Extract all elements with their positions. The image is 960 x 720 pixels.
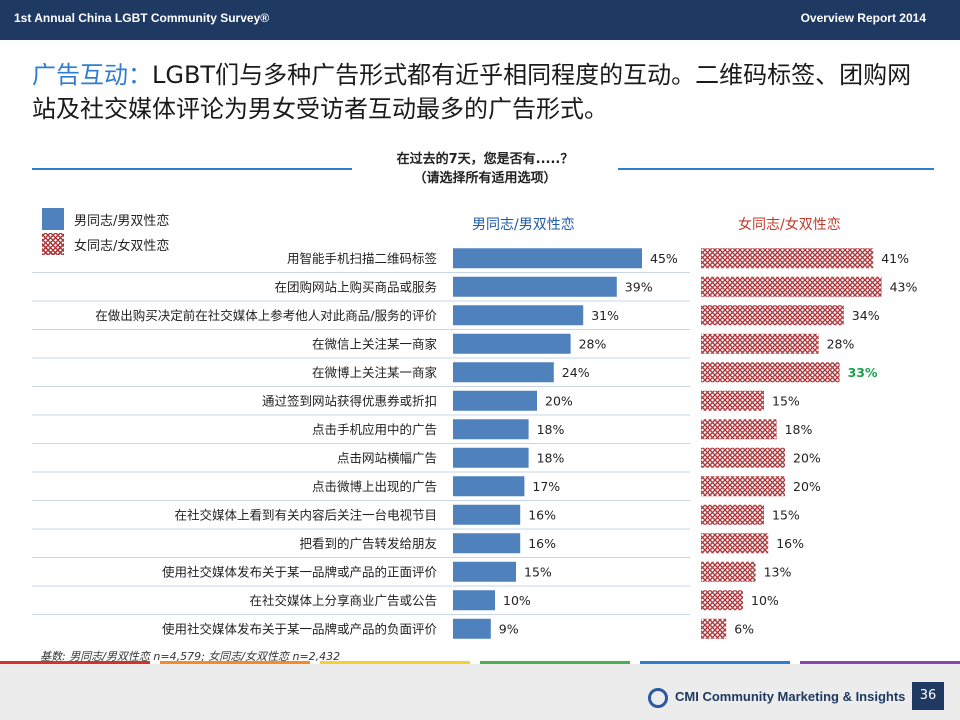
footer-stripe bbox=[480, 661, 630, 664]
category-label: 在微博上关注某一商家 bbox=[312, 365, 438, 380]
bar-male bbox=[453, 390, 537, 411]
cmi-logo-text: CMI Community Marketing & Insights bbox=[675, 689, 906, 704]
legend-swatch-female bbox=[42, 233, 64, 255]
data-label-male: 16% bbox=[528, 507, 556, 522]
data-label-male: 16% bbox=[528, 536, 556, 551]
category-label: 点击网站横幅广告 bbox=[337, 450, 437, 465]
survey-question-line2: （请选择所有适用选项） bbox=[413, 171, 557, 186]
data-label-female: 20% bbox=[793, 479, 821, 494]
data-label-female: 15% bbox=[772, 507, 800, 522]
category-label: 用智能手机扫描二维码标签 bbox=[287, 251, 438, 266]
page-number: 36 bbox=[912, 682, 944, 710]
page-title-text: LGBT们与多种广告形式都有近乎相同程度的互动。二维码标签、团购网站及社交媒体评… bbox=[32, 61, 912, 123]
data-label-male: 9% bbox=[499, 621, 519, 636]
data-label-female: 34% bbox=[852, 308, 880, 323]
category-label: 在团购网站上购买商品或服务 bbox=[274, 279, 437, 294]
category-label: 点击微博上出现的广告 bbox=[312, 479, 437, 494]
data-label-female: 16% bbox=[776, 536, 804, 551]
data-label-male: 17% bbox=[532, 479, 560, 494]
data-label-female: 43% bbox=[890, 279, 918, 294]
category-label: 把看到的广告转发给朋友 bbox=[299, 536, 437, 551]
bar-female bbox=[701, 333, 819, 354]
column-header-male: 男同志/男双性恋 bbox=[472, 217, 575, 233]
bar-male bbox=[453, 476, 525, 497]
bar-female bbox=[701, 590, 743, 611]
data-label-male: 31% bbox=[591, 308, 619, 323]
category-label: 在做出购买决定前在社交媒体上参考他人对此商品/服务的评价 bbox=[95, 308, 437, 323]
bar-male bbox=[453, 618, 491, 639]
category-label: 在微信上关注某一商家 bbox=[312, 336, 438, 351]
data-label-male: 45% bbox=[650, 251, 678, 266]
bar-female bbox=[701, 248, 874, 269]
question-divider-right bbox=[618, 168, 934, 170]
data-label-male: 18% bbox=[537, 422, 565, 437]
bar-female bbox=[701, 419, 777, 440]
page-title-highlight: 广告互动： bbox=[32, 61, 152, 89]
data-label-female: 13% bbox=[764, 564, 792, 579]
data-label-female: 10% bbox=[751, 593, 779, 608]
bar-male bbox=[453, 533, 521, 554]
bar-female bbox=[701, 618, 727, 639]
category-label: 在社交媒体上分享商业广告或公告 bbox=[249, 593, 437, 608]
data-label-male: 28% bbox=[579, 336, 607, 351]
category-label: 在社交媒体上看到有关内容后关注一台电视节目 bbox=[174, 507, 437, 522]
legend-swatch-male bbox=[42, 208, 64, 230]
category-label: 使用社交媒体发布关于某一品牌或产品的正面评价 bbox=[162, 564, 438, 579]
footer-stripe bbox=[640, 661, 790, 664]
survey-question: 在过去的7天，您是否有.....？ （请选择所有适用选项） bbox=[360, 150, 610, 188]
survey-question-line1: 在过去的7天，您是否有.....？ bbox=[396, 152, 574, 167]
legend-label-female: 女同志/女双性恋 bbox=[74, 239, 170, 254]
footer-stripe bbox=[800, 661, 960, 664]
data-label-female: 41% bbox=[881, 251, 909, 266]
question-divider-left bbox=[32, 168, 352, 170]
data-label-male: 20% bbox=[545, 393, 573, 408]
bar-male bbox=[453, 305, 584, 326]
legend-label-male: 男同志/男双性恋 bbox=[74, 214, 170, 229]
bar-male bbox=[453, 362, 554, 383]
data-label-female: 18% bbox=[785, 422, 813, 437]
bar-female bbox=[701, 390, 764, 411]
bar-female bbox=[701, 504, 764, 525]
data-label-male: 39% bbox=[625, 279, 653, 294]
bar-female bbox=[701, 447, 785, 468]
data-label-female: 33% bbox=[848, 365, 878, 380]
bar-male bbox=[453, 248, 642, 269]
data-label-male: 10% bbox=[503, 593, 531, 608]
base-note: 基数: 男同志/男双性恋 n=4,579; 女同志/女双性恋 n=2,432 bbox=[40, 650, 341, 663]
bar-female bbox=[701, 276, 882, 297]
data-label-male: 15% bbox=[524, 564, 552, 579]
footer-stripe bbox=[320, 661, 470, 664]
data-label-female: 15% bbox=[772, 393, 800, 408]
data-label-male: 24% bbox=[562, 365, 590, 380]
report-series-title: 1st Annual China LGBT Community Survey® bbox=[14, 11, 270, 25]
footer-stripe bbox=[0, 661, 150, 664]
data-label-female: 28% bbox=[827, 336, 855, 351]
category-label: 通过签到网站获得优惠券或折扣 bbox=[262, 393, 437, 408]
bar-male bbox=[453, 333, 571, 354]
report-edition-title: Overview Report 2014 bbox=[800, 11, 926, 25]
column-header-female: 女同志/女双性恋 bbox=[738, 217, 841, 233]
top-bar: 1st Annual China LGBT Community Survey® … bbox=[0, 0, 960, 40]
category-label: 使用社交媒体发布关于某一品牌或产品的负面评价 bbox=[162, 621, 438, 636]
bar-female bbox=[701, 476, 785, 497]
bar-male bbox=[453, 504, 521, 525]
bar-female bbox=[701, 305, 844, 326]
bar-male bbox=[453, 590, 495, 611]
data-label-female: 6% bbox=[734, 621, 754, 636]
page-title: 广告互动：LGBT们与多种广告形式都有近乎相同程度的互动。二维码标签、团购网站及… bbox=[32, 58, 932, 126]
bar-male bbox=[453, 276, 617, 297]
cmi-logo-icon bbox=[648, 688, 668, 708]
category-label: 点击手机应用中的广告 bbox=[312, 422, 437, 437]
footer-bar bbox=[0, 664, 960, 720]
data-label-male: 18% bbox=[537, 450, 565, 465]
footer-stripe bbox=[160, 661, 310, 664]
data-label-female: 20% bbox=[793, 450, 821, 465]
bar-male bbox=[453, 561, 516, 582]
bar-male bbox=[453, 447, 529, 468]
bar-male bbox=[453, 419, 529, 440]
bar-female bbox=[701, 362, 840, 383]
bar-female bbox=[701, 533, 769, 554]
bar-female bbox=[701, 561, 756, 582]
